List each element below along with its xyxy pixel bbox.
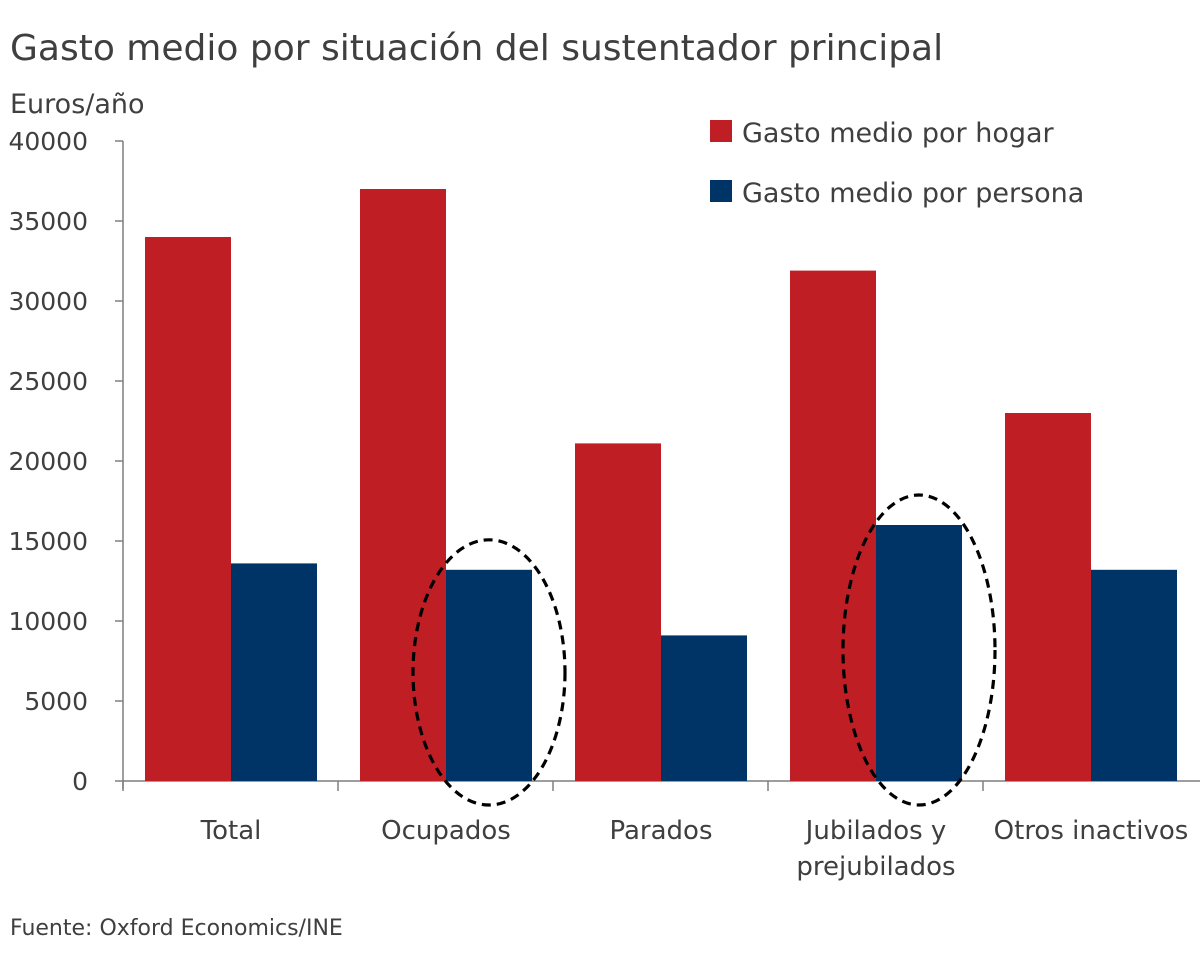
x-category-label: Total (200, 816, 262, 846)
x-category-label: Parados (609, 816, 712, 846)
x-axis: Total Ocupados Parados Jubilados y prejubila… (122, 780, 1200, 882)
y-tick-label: 20000 (8, 447, 88, 476)
bar-persona-2 (661, 635, 747, 781)
y-axis: 0 5000 10000 15000 20000 25000 30000 35000 40000 (8, 127, 124, 796)
y-tick-label: 5000 (24, 687, 88, 716)
y-tick-label: 40000 (8, 127, 88, 156)
x-category-label: Ocupados (381, 816, 511, 846)
legend-swatch (710, 180, 732, 202)
highlight-ellipse (841, 493, 997, 807)
bar-hogar-0 (145, 237, 231, 781)
y-tick-label: 30000 (8, 287, 88, 316)
y-tick-label: 15000 (8, 527, 88, 556)
legend: Gasto medio por hogar Gasto medio por per… (710, 118, 1084, 209)
bar-persona-3 (876, 525, 962, 781)
bar-hogar-1 (360, 189, 446, 781)
source-note: Fuente: Oxford Economics/INE (10, 916, 343, 941)
legend-label: Gasto medio por persona (742, 178, 1084, 209)
bar-persona-4 (1091, 569, 1177, 781)
chart-title: Gasto medio por situación del sustentado… (10, 28, 943, 69)
legend-swatch (710, 120, 732, 142)
x-category-label: Jubilados y (804, 816, 947, 846)
highlight-markers (411, 493, 997, 807)
x-category-label: Otros inactivos (994, 816, 1189, 846)
bar-hogar-2 (575, 443, 661, 781)
legend-label: Gasto medio por hogar (742, 118, 1055, 149)
x-category-label: prejubilados (796, 852, 955, 882)
y-tick-label: 0 (72, 767, 88, 796)
bar-persona-0 (231, 563, 317, 781)
bar-persona-1 (446, 569, 532, 781)
y-tick-label: 10000 (8, 607, 88, 636)
bar-hogar-4 (1005, 413, 1091, 781)
bar-hogar-3 (790, 270, 876, 781)
y-axis-unit-label: Euros/año (10, 89, 145, 120)
y-tick-label: 35000 (8, 207, 88, 236)
y-tick-label: 25000 (8, 367, 88, 396)
bars (145, 189, 1177, 781)
highlight-ellipse (411, 538, 567, 807)
